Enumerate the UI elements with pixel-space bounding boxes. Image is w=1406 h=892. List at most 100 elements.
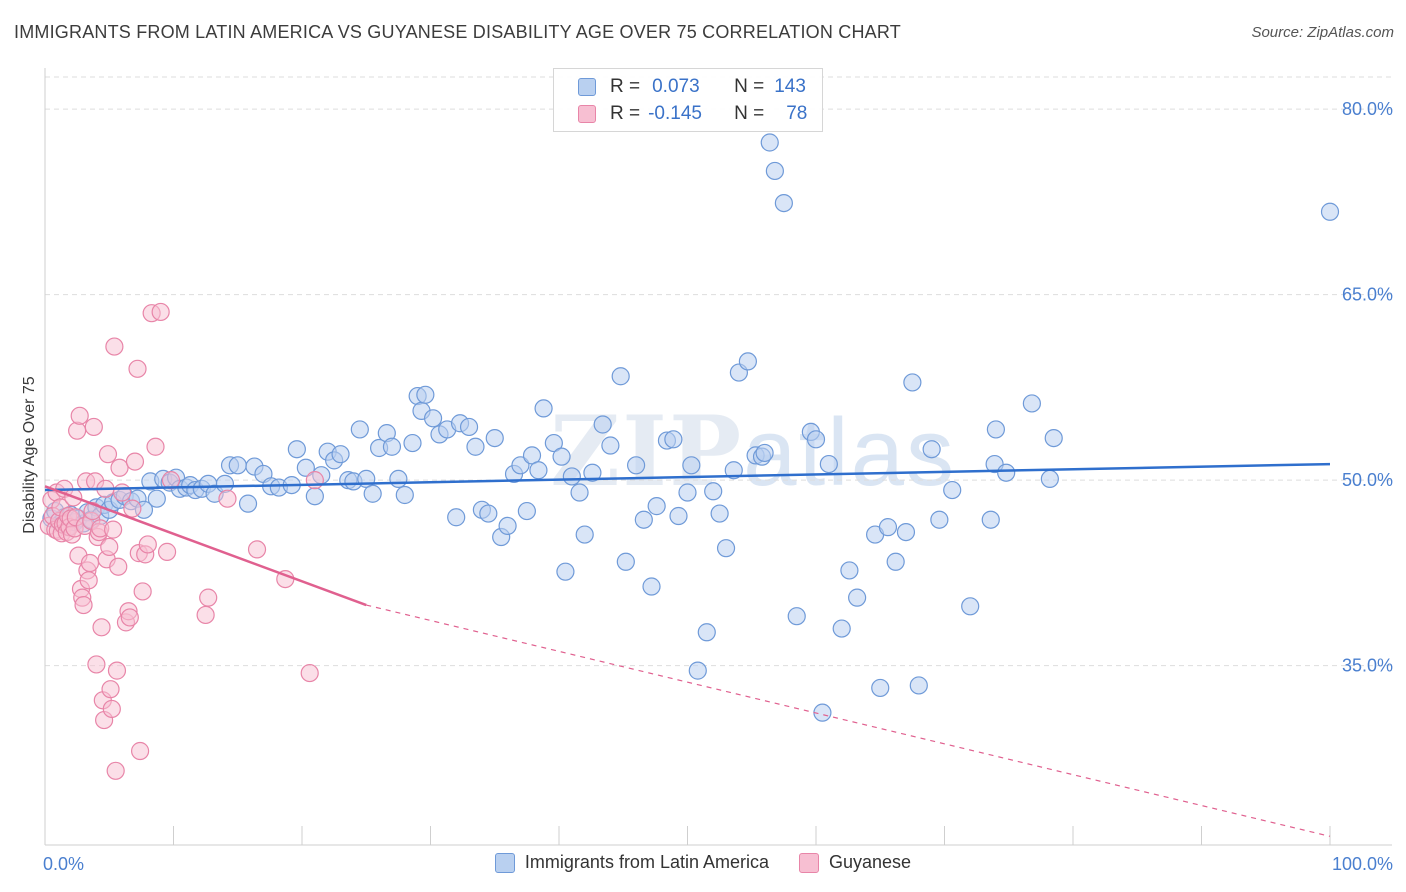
data-point-latin-america bbox=[1320, 202, 1340, 221]
data-point-guyanese bbox=[218, 489, 237, 508]
data-point-latin-america bbox=[350, 420, 369, 439]
correlation-legend: R = 0.073 N = 143 R = -0.145 N = 78 bbox=[553, 68, 823, 132]
data-point-latin-america bbox=[534, 399, 553, 418]
data-point-guyanese bbox=[151, 302, 170, 322]
data-point-latin-america bbox=[634, 510, 653, 529]
data-point-guyanese bbox=[133, 582, 152, 601]
data-point-guyanese bbox=[120, 608, 139, 627]
data-point-guyanese bbox=[146, 437, 165, 456]
data-point-guyanese bbox=[79, 571, 98, 590]
data-point-latin-america bbox=[238, 494, 258, 513]
source-label: Source: ZipAtlas.com bbox=[1251, 24, 1394, 41]
data-point-guyanese bbox=[101, 680, 120, 699]
trend-line-latin-america bbox=[44, 462, 1331, 492]
data-point-latin-america bbox=[716, 539, 736, 558]
data-point-guyanese bbox=[83, 501, 102, 521]
trend-line-guyanese bbox=[44, 485, 367, 607]
data-point-latin-america bbox=[682, 456, 701, 475]
data-point-guyanese bbox=[87, 655, 106, 674]
data-point-latin-america bbox=[423, 409, 443, 428]
data-point-latin-america bbox=[305, 487, 324, 506]
data-point-latin-america bbox=[296, 458, 315, 477]
data-point-latin-america bbox=[485, 428, 504, 448]
tick-labels: 80.0% 65.0% 50.0% 35.0% 0.0% 100.0% bbox=[43, 99, 1393, 874]
legend-r-value: -0.145 bbox=[648, 103, 702, 124]
data-point-latin-america bbox=[562, 467, 581, 486]
data-point-latin-america bbox=[840, 561, 859, 580]
legend-item-latin-america: Immigrants from Latin America bbox=[494, 852, 769, 873]
data-point-latin-america bbox=[466, 437, 485, 456]
data-point-latin-america bbox=[871, 678, 890, 698]
data-point-latin-america bbox=[760, 133, 779, 152]
gridlines bbox=[45, 76, 1392, 667]
data-point-latin-america bbox=[552, 447, 571, 466]
data-point-latin-america bbox=[363, 484, 382, 503]
data-point-latin-america bbox=[909, 676, 928, 695]
watermark-atlas: atlas bbox=[743, 399, 956, 506]
data-point-latin-america bbox=[961, 597, 980, 616]
data-point-latin-america bbox=[1044, 428, 1063, 448]
data-point-guyanese bbox=[92, 618, 111, 637]
data-point-latin-america bbox=[697, 623, 716, 642]
x-tick-label: 100.0% bbox=[1332, 854, 1393, 874]
data-point-latin-america bbox=[593, 415, 612, 434]
legend-r-label: R = bbox=[610, 76, 641, 97]
data-point-latin-america bbox=[765, 161, 784, 181]
data-point-latin-america bbox=[688, 661, 707, 680]
data-point-latin-america bbox=[848, 588, 867, 607]
data-point-latin-america bbox=[575, 525, 594, 544]
data-point-latin-america bbox=[331, 445, 350, 464]
data-point-guyanese bbox=[74, 595, 93, 615]
y-tick-label: 80.0% bbox=[1342, 99, 1393, 119]
data-point-guyanese bbox=[110, 458, 129, 477]
data-point-latin-america bbox=[395, 485, 414, 505]
data-point-latin-america bbox=[930, 510, 949, 529]
data-point-latin-america bbox=[647, 497, 666, 516]
data-point-guyanese bbox=[80, 553, 100, 573]
series-latin-america-points bbox=[42, 133, 1340, 722]
data-point-guyanese bbox=[100, 537, 119, 557]
data-point-guyanese bbox=[130, 741, 150, 761]
data-point-guyanese bbox=[138, 535, 157, 554]
legend-label: Immigrants from Latin America bbox=[524, 852, 769, 872]
data-point-guyanese bbox=[199, 588, 218, 607]
legend-row-latin-america: R = 0.073 N = 143 bbox=[578, 74, 806, 100]
data-point-latin-america bbox=[755, 443, 774, 463]
series-guyanese-points bbox=[39, 302, 324, 780]
legend-n-label: N = bbox=[734, 76, 765, 97]
data-point-latin-america bbox=[570, 483, 589, 502]
data-point-guyanese bbox=[84, 417, 103, 437]
data-point-latin-america bbox=[511, 456, 530, 475]
data-point-latin-america bbox=[544, 433, 563, 453]
data-point-latin-america bbox=[997, 463, 1016, 482]
data-point-guyanese bbox=[157, 542, 177, 561]
data-point-latin-america bbox=[382, 437, 402, 456]
legend-item-guyanese: Guyanese bbox=[799, 852, 911, 873]
legend-n-label: N = bbox=[734, 103, 765, 124]
data-point-latin-america bbox=[601, 436, 620, 455]
legend-row-guyanese: R = -0.145 N = 78 bbox=[578, 101, 807, 127]
legend-swatch-blue bbox=[578, 78, 596, 96]
legend-n-value: 78 bbox=[786, 103, 808, 124]
data-point-latin-america bbox=[416, 385, 435, 404]
data-point-guyanese bbox=[123, 499, 142, 518]
data-point-guyanese bbox=[104, 520, 123, 539]
data-point-guyanese bbox=[68, 421, 87, 440]
data-point-guyanese bbox=[247, 540, 267, 559]
data-point-latin-america bbox=[479, 504, 498, 523]
data-point-latin-america bbox=[738, 352, 757, 371]
data-point-latin-america bbox=[678, 483, 697, 502]
data-point-guyanese bbox=[196, 605, 215, 625]
data-point-guyanese bbox=[109, 557, 128, 576]
data-point-latin-america bbox=[787, 607, 806, 626]
data-point-latin-america bbox=[819, 454, 838, 474]
axes bbox=[44, 68, 1392, 846]
data-point-latin-america bbox=[724, 461, 743, 480]
data-point-latin-america bbox=[710, 504, 729, 523]
data-point-latin-america bbox=[1040, 469, 1059, 489]
data-point-latin-america bbox=[832, 619, 851, 638]
data-point-latin-america bbox=[981, 510, 1000, 529]
data-point-latin-america bbox=[1022, 394, 1041, 413]
data-point-latin-america bbox=[228, 456, 247, 475]
